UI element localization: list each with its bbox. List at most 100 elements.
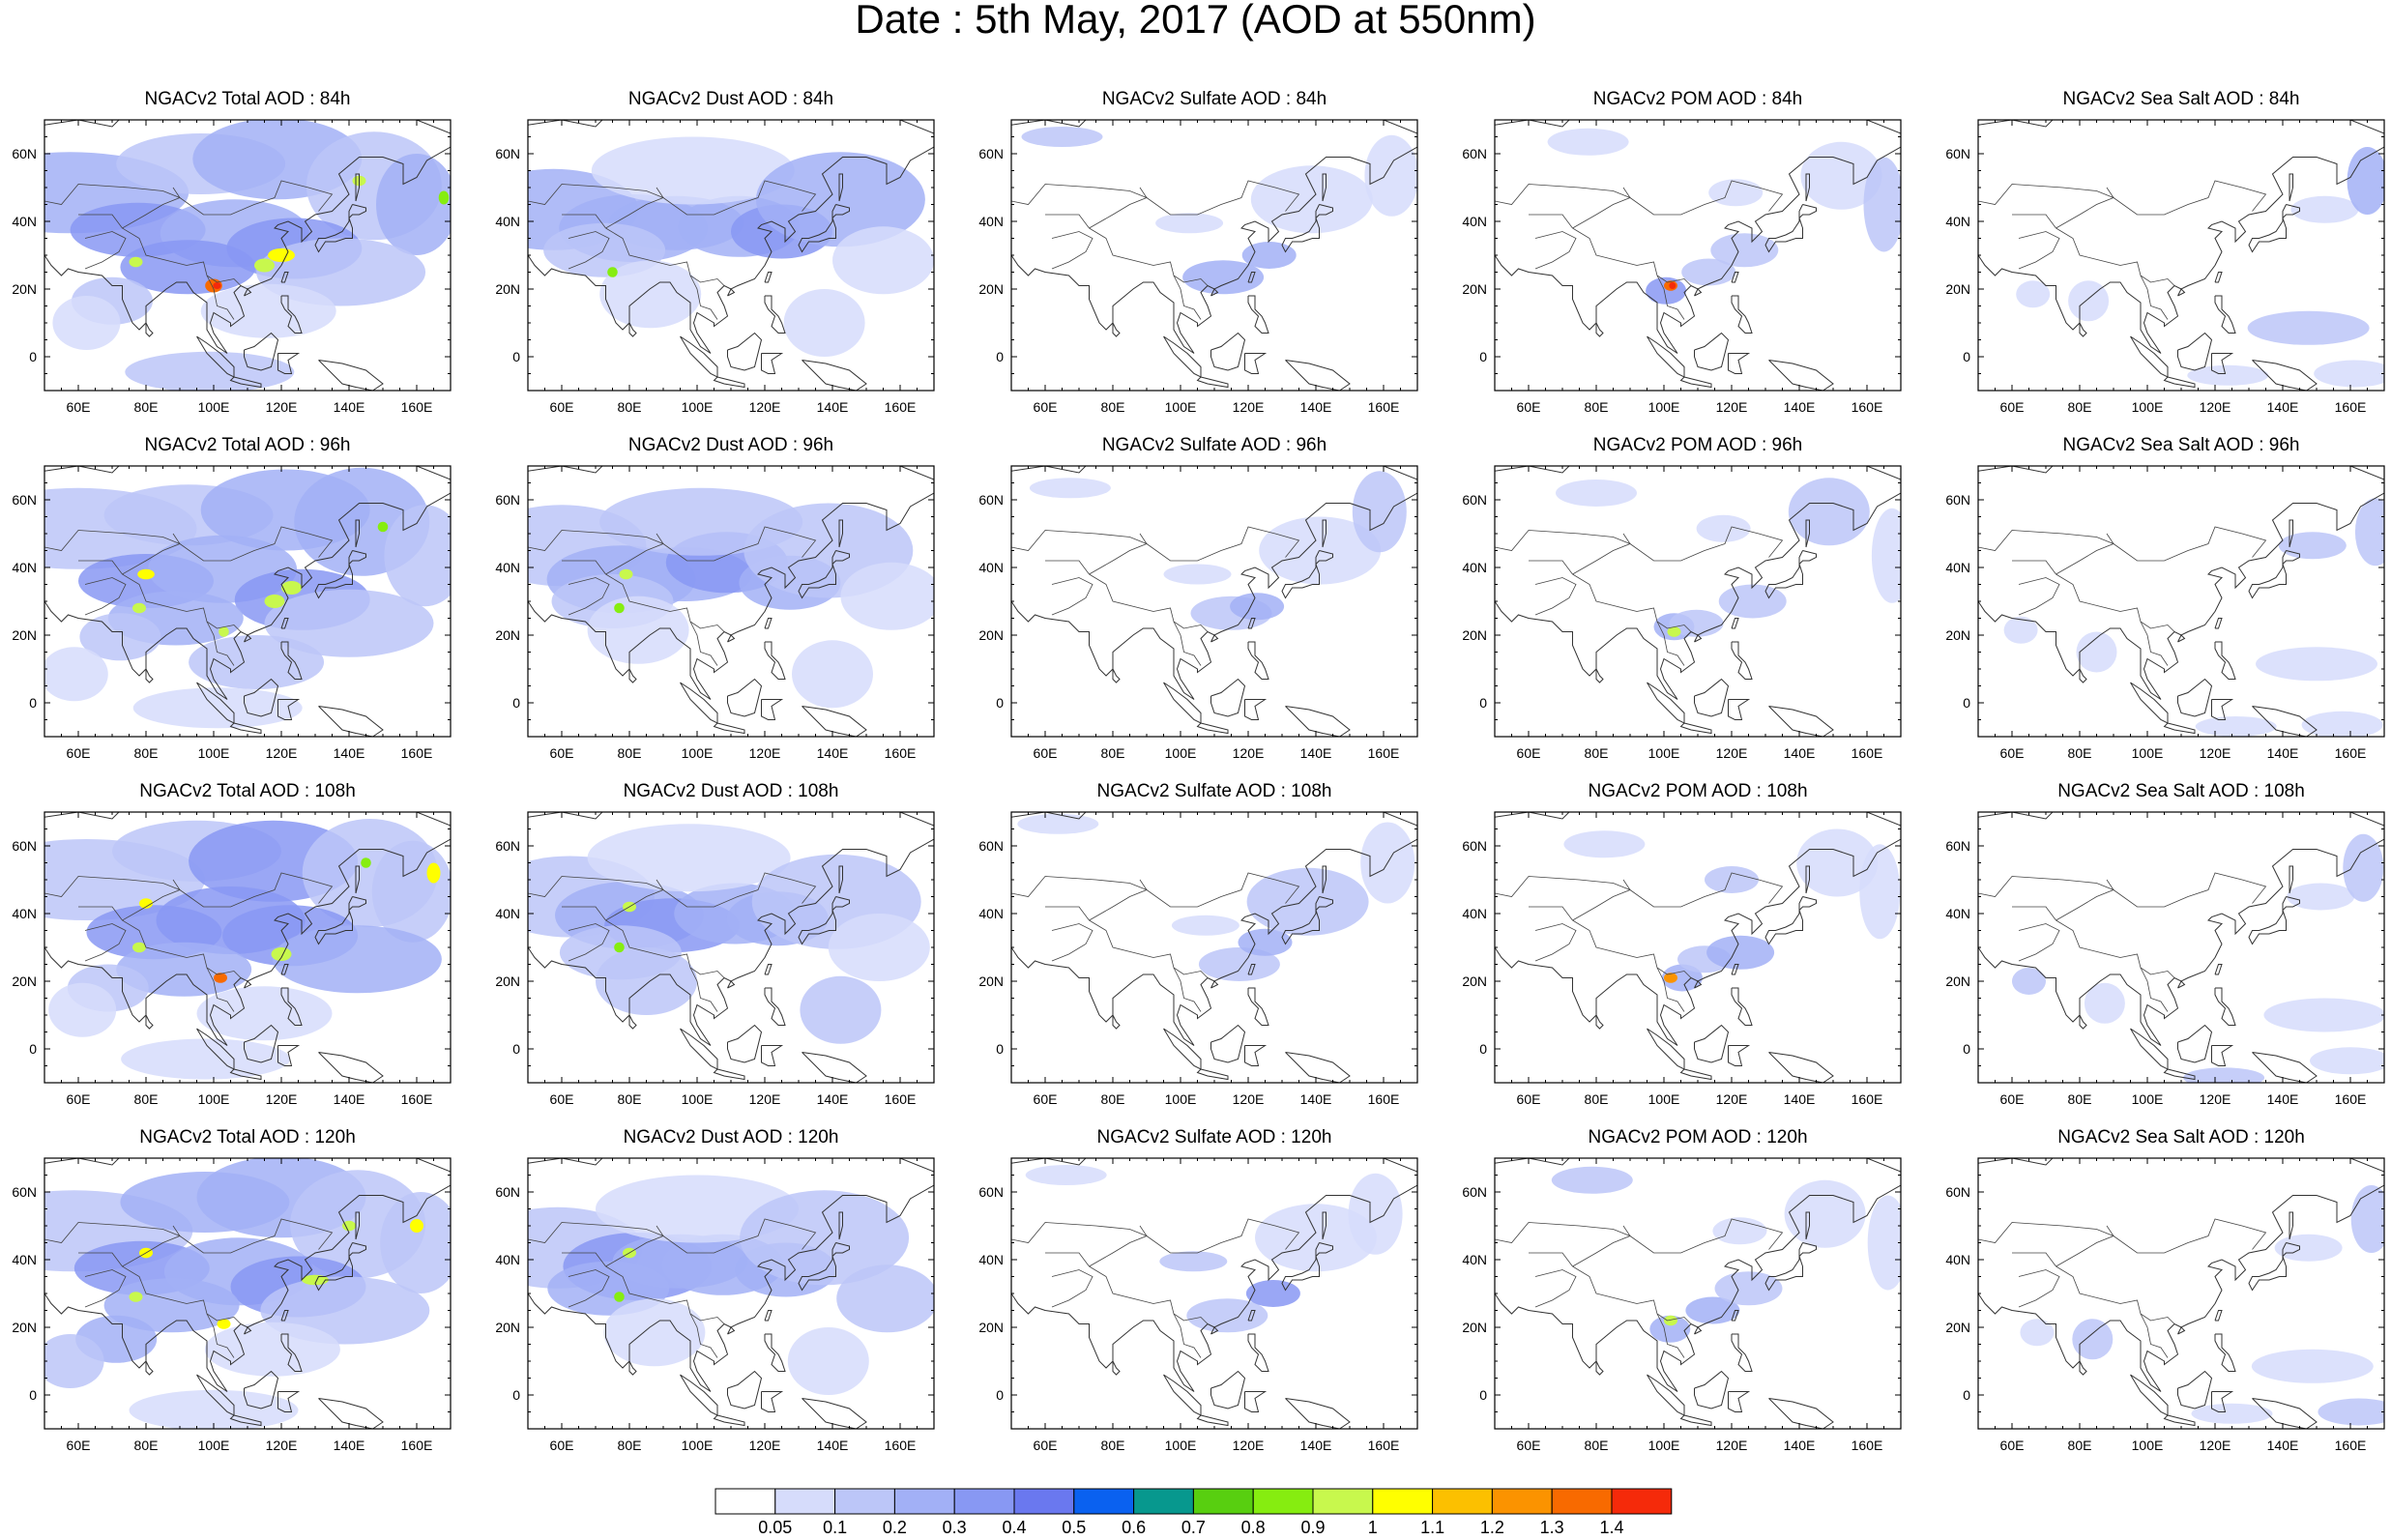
aod-map: 60N 40N 20N 0 60E 80E 100E 120E 140E 160E <box>978 119 1418 415</box>
lat-tick-label: 0 <box>1963 695 1970 711</box>
aod-hotspot <box>132 602 146 614</box>
coastline <box>1768 1052 1834 1083</box>
coastline <box>1210 1370 1246 1409</box>
lon-tick-label: 60E <box>2000 1438 2025 1453</box>
coastline <box>1764 550 1817 599</box>
aod-map: 60N 40N 20N 0 60E 80E 100E 120E 140E 160E <box>495 811 935 1107</box>
coastline <box>1285 360 1351 391</box>
coastline <box>727 332 763 371</box>
aod-plume <box>1155 213 1224 234</box>
coastline <box>764 641 786 680</box>
coastline <box>764 1333 786 1372</box>
lon-tick-label: 120E <box>266 1438 298 1453</box>
coastline <box>355 519 360 548</box>
panel-title: NGACv2 Sea Salt AOD : 120h <box>2057 1127 2305 1148</box>
coastline <box>1728 1391 1751 1412</box>
aod-plume <box>1784 1179 1866 1248</box>
aod-plume <box>132 687 303 729</box>
lat-tick-label: 0 <box>512 349 520 364</box>
aod-hotspot <box>426 862 441 884</box>
aod-map: 60N 40N 20N 0 60E 80E 100E 120E 140E 160E <box>495 1157 935 1453</box>
colorbar-swatch <box>1252 1488 1314 1515</box>
coastline <box>628 668 637 683</box>
colorbar-label: 1.4 <box>1599 1518 1623 1535</box>
coastline <box>244 678 279 717</box>
coastline <box>1728 353 1751 374</box>
country-border <box>122 1265 242 1324</box>
coastline <box>355 173 360 202</box>
lat-tick-label: 0 <box>1963 1041 1970 1057</box>
aod-hotspot <box>213 282 221 289</box>
lat-tick-label: 0 <box>1963 1387 1970 1403</box>
country-border <box>1656 967 1685 1012</box>
country-border <box>1656 275 1685 320</box>
coastline <box>1322 1211 1327 1240</box>
aod-hotspot <box>254 258 275 273</box>
country-border <box>1045 560 1090 575</box>
country-border <box>1978 1222 2115 1243</box>
lon-tick-label: 120E <box>1233 745 1265 761</box>
lat-tick-label: 40N <box>12 1252 37 1267</box>
coastline <box>727 678 763 717</box>
aod-plume <box>2354 498 2384 567</box>
coastline <box>1728 1045 1751 1066</box>
coastline <box>2211 353 2234 374</box>
country-border <box>1978 184 2115 205</box>
aod-plume <box>2287 883 2355 911</box>
coastline <box>1495 1158 1901 1392</box>
lon-tick-label: 120E <box>1233 1091 1265 1107</box>
lon-tick-label: 100E <box>2132 399 2164 415</box>
lon-tick-label: 80E <box>618 399 642 415</box>
country-border <box>1173 967 1202 1012</box>
aod-plume <box>836 1264 934 1333</box>
country-border <box>528 530 665 551</box>
lat-tick-label: 40N <box>495 214 520 229</box>
country-border <box>1529 1252 1573 1267</box>
aod-plume <box>44 647 108 702</box>
country-border <box>44 530 182 551</box>
lon-tick-label: 80E <box>2068 1438 2092 1453</box>
lon-tick-label: 100E <box>2132 1091 2164 1107</box>
coastline <box>764 987 786 1026</box>
aod-plume <box>1159 1251 1228 1272</box>
map-panel-sulfate-3: NGACv2 Sulfate AOD : 120h 60N 40N 20N 0 60E 80… <box>971 1127 1454 1466</box>
country-border <box>568 231 610 270</box>
aod-plume <box>2263 998 2384 1032</box>
coastline <box>1764 1242 1817 1292</box>
aod-plume <box>1198 947 1280 981</box>
aod-plume <box>44 1334 104 1388</box>
coastline <box>1210 678 1246 717</box>
panel-title: NGACv2 Dust AOD : 96h <box>627 435 834 455</box>
country-border <box>206 275 235 320</box>
country-border <box>1572 573 1692 632</box>
lon-tick-label: 160E <box>885 1091 917 1107</box>
lon-tick-label: 60E <box>1034 1438 1058 1453</box>
lat-tick-label: 0 <box>29 1387 37 1403</box>
country-border <box>122 919 242 978</box>
lat-tick-label: 40N <box>1462 214 1487 229</box>
lon-tick-label: 60E <box>550 399 574 415</box>
lat-tick-label: 20N <box>978 627 1004 643</box>
country-border <box>84 577 127 616</box>
panel-title: NGACv2 Sea Salt AOD : 96h <box>2062 435 2300 455</box>
coastline <box>2177 980 2186 989</box>
aod-plume <box>376 154 451 255</box>
colorbar-label: 0.3 <box>943 1518 967 1535</box>
aod-map: 60N 40N 20N 0 60E 80E 100E 120E 140E 160E <box>1945 119 2385 415</box>
aod-plume <box>1245 1280 1300 1307</box>
coastline <box>2079 668 2087 683</box>
lon-tick-label: 80E <box>1585 745 1609 761</box>
lon-tick-label: 60E <box>550 1438 574 1453</box>
aod-plume <box>2247 310 2370 345</box>
lon-tick-label: 120E <box>1716 1091 1748 1107</box>
coastline <box>244 1326 252 1335</box>
aod-plume <box>1788 478 1870 546</box>
coastline <box>1731 1310 1739 1322</box>
country-border <box>605 526 817 575</box>
aod-plume <box>828 914 930 981</box>
lon-tick-label: 140E <box>817 745 849 761</box>
coastline <box>314 896 366 945</box>
lat-tick-label: 0 <box>1479 1041 1487 1057</box>
aod-hotspot <box>607 267 618 277</box>
